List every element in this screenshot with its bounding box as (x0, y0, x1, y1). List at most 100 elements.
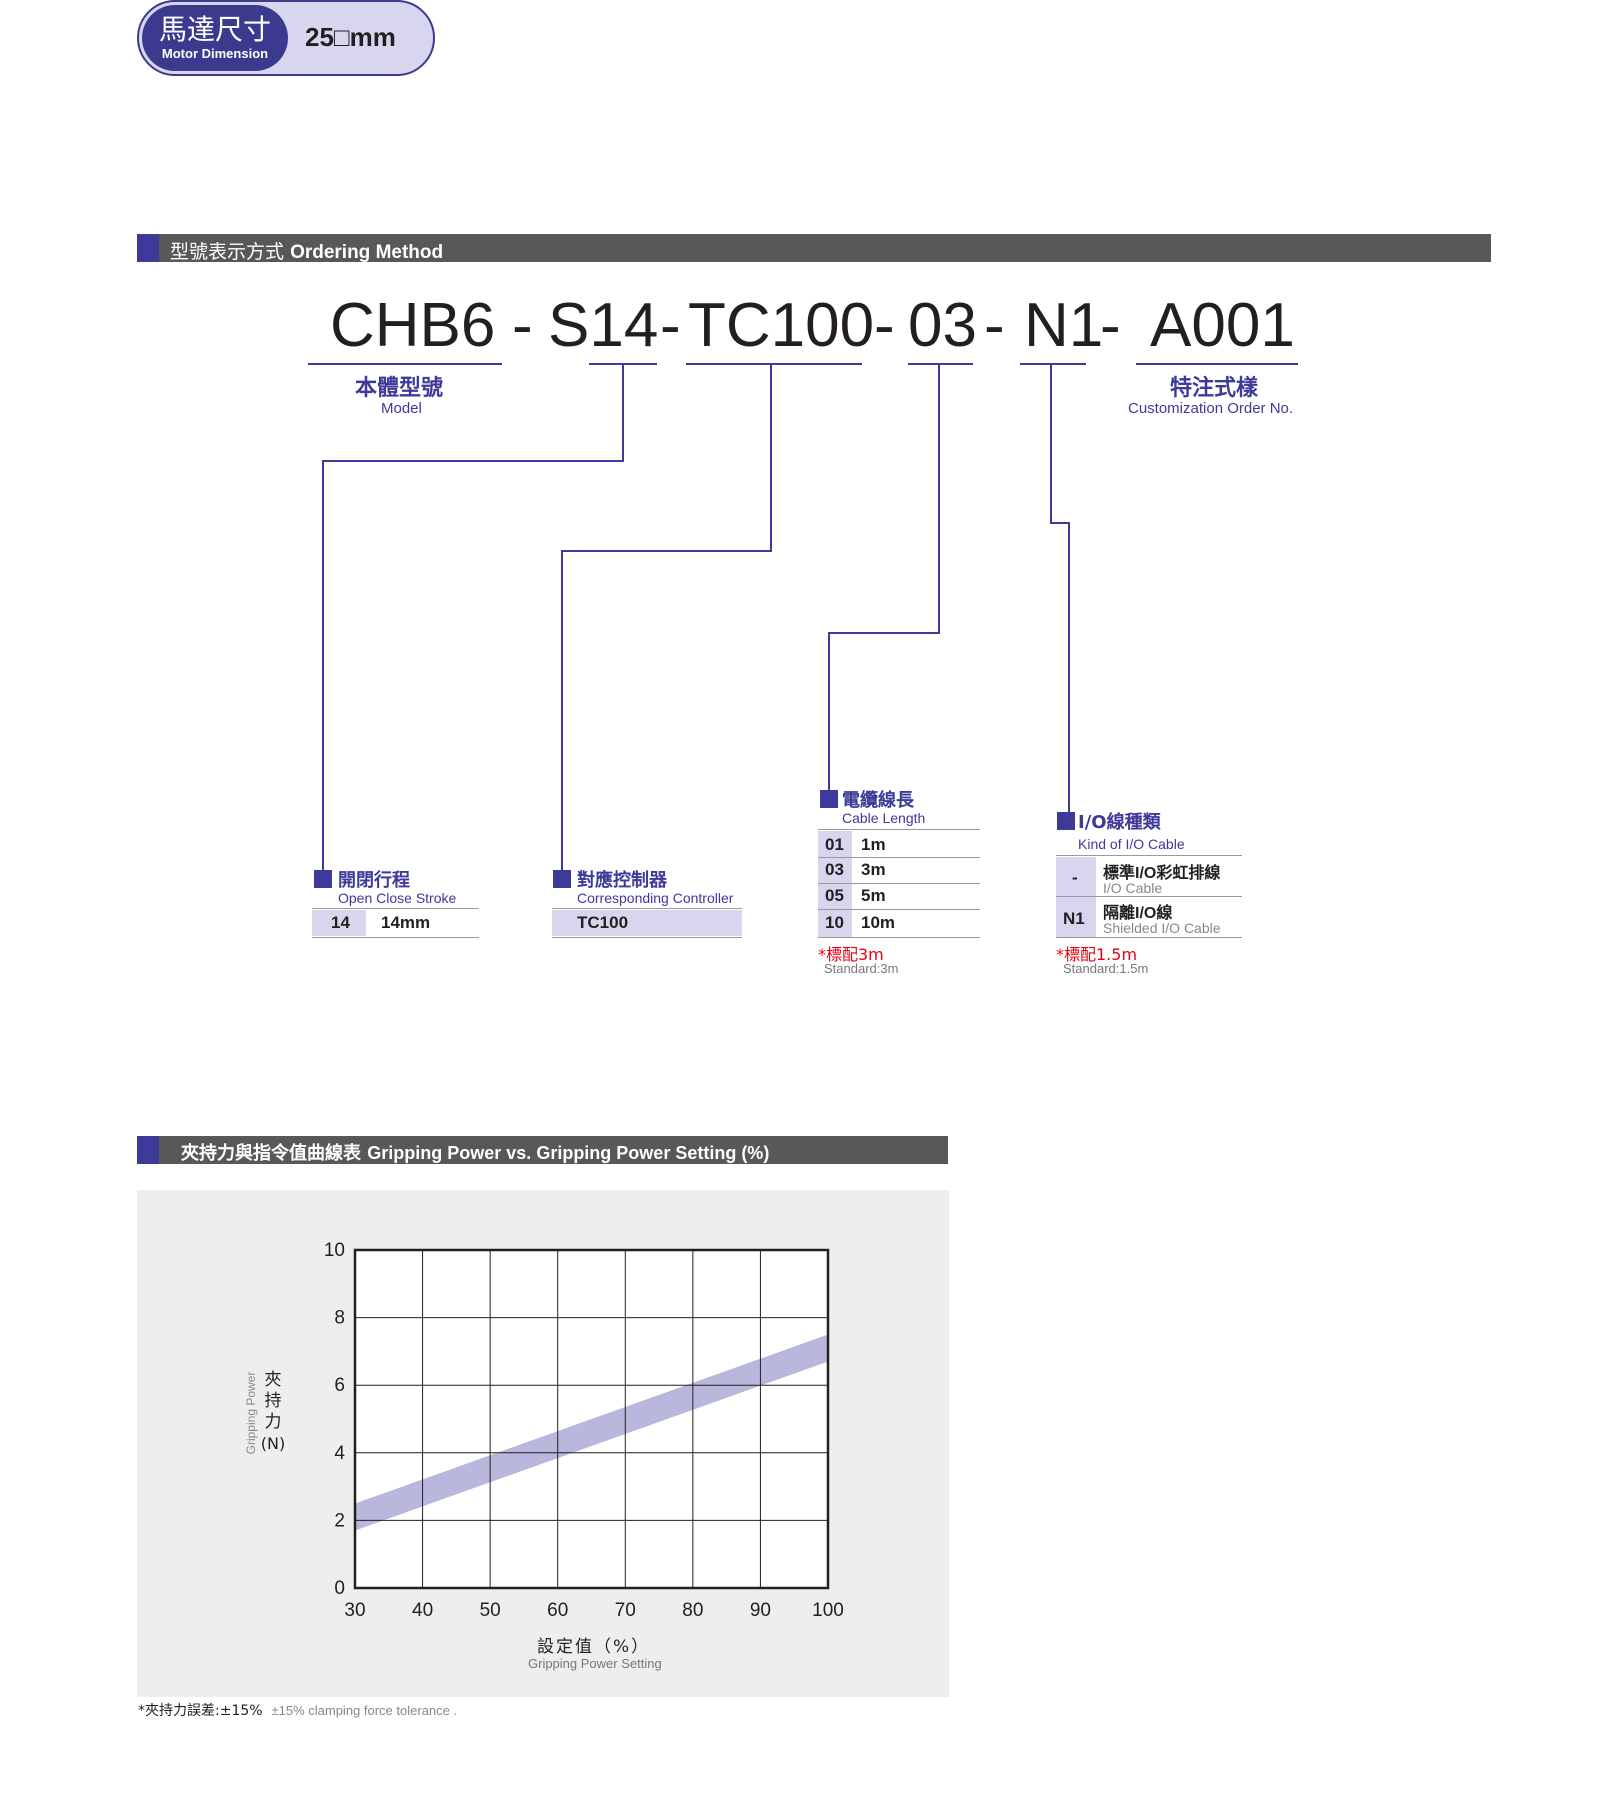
underline-io (1020, 363, 1086, 365)
code-dash: - (874, 291, 895, 360)
connector-line (1050, 522, 1070, 524)
connector-line (828, 632, 830, 792)
stroke-code: 14 (331, 913, 350, 932)
x-tick-label: 80 (682, 1600, 703, 1621)
y-tick-label: 8 (334, 1308, 345, 1329)
x-tick-label: 90 (750, 1600, 771, 1621)
underline-custom (1136, 363, 1298, 365)
cable-value: 10m (861, 913, 896, 932)
badge-value: 25□mm (305, 22, 396, 52)
table-divider (312, 937, 479, 938)
controller-value: TC100 (577, 913, 629, 932)
y-tick-label: 6 (334, 1375, 345, 1396)
cable-value: 3m (861, 860, 886, 879)
table-divider (1056, 855, 1242, 856)
connector-line (1068, 522, 1070, 814)
badge-title-zh: 馬達尺寸 (158, 13, 271, 46)
table-divider (818, 909, 980, 910)
cable-code: 01 (825, 835, 844, 854)
io-type-en: Shielded I/O Cable (1103, 920, 1221, 936)
table-code-cell (312, 910, 366, 936)
io-marker (1057, 812, 1075, 830)
io-label-zh: I/O線種類 (1078, 812, 1161, 833)
controller-marker (553, 870, 571, 888)
underline-controller (686, 363, 862, 365)
io-standard-note-en: Standard:1.5m (1063, 961, 1149, 976)
connector-line (322, 460, 624, 462)
model-label-en: Model (381, 400, 422, 417)
table-divider (552, 908, 742, 909)
connector-line (561, 550, 772, 552)
io-code: N1 (1063, 909, 1085, 928)
y-axis-label-zh: 夾 持 力 (N) (260, 1370, 286, 1453)
controller-label-zh: 對應控制器 (577, 870, 667, 891)
custom-label-zh: 特注式樣 (1170, 376, 1259, 401)
stroke-label-en: Open Close Stroke (338, 890, 457, 906)
grip-title-zh: 夾持力與指令值曲線表 (181, 1143, 361, 1164)
gripping-header: 夾持力與指令值曲線表 Gripping Power vs. Gripping P… (137, 1136, 948, 1164)
y-tick-label: 4 (334, 1443, 345, 1464)
cable-code: 05 (825, 886, 844, 905)
connector-line (622, 364, 624, 462)
underline-model (308, 363, 502, 365)
cable-label-zh: 電纜線長 (842, 790, 914, 811)
io-code: - (1072, 868, 1078, 887)
code-dash: - (660, 291, 681, 360)
code-controller: TC100 (688, 291, 875, 360)
code-cable: 03 (908, 291, 977, 360)
table-divider (818, 829, 980, 830)
table-divider (312, 908, 479, 909)
cable-value: 5m (861, 886, 886, 905)
x-tick-label: 60 (547, 1600, 568, 1621)
connector-line (828, 632, 940, 634)
y-tick-label: 0 (334, 1578, 345, 1599)
table-divider (1056, 937, 1242, 938)
underline-cable (908, 363, 973, 365)
table-divider (818, 937, 980, 938)
io-type-zh: 標準I/O彩虹排線 (1103, 865, 1221, 882)
cable-marker (820, 790, 838, 808)
badge-pill (142, 5, 288, 71)
x-axis-label-zh: 設定值（%） (537, 1637, 651, 1657)
ordering-title-zh: 型號表示方式 (170, 241, 285, 263)
connector-line (770, 364, 772, 552)
gripping-chart: 30 40 50 60 70 80 90 100 0 2 4 6 8 10 (324, 1240, 844, 1621)
connector-line (1050, 364, 1052, 524)
code-stroke: S14 (548, 291, 659, 360)
cable-standard-note-en: Standard:3m (824, 961, 899, 976)
gripping-power-band (355, 1334, 828, 1531)
plot-frame (353, 1248, 830, 1590)
code-model: CHB6 (330, 291, 496, 360)
io-type-en: I/O Cable (1103, 880, 1163, 896)
code-dash: - (512, 291, 533, 360)
ordering-method-header: 型號表示方式 Ordering Method (137, 234, 1491, 263)
table-divider (552, 937, 742, 938)
badge-title-en: Motor Dimension (161, 46, 269, 61)
stroke-label-zh: 開閉行程 (338, 870, 410, 891)
connector-line (938, 364, 940, 634)
table-code-cell (1056, 857, 1096, 937)
stroke-value: 14mm (381, 913, 431, 932)
custom-label-en: Customization Order No. (1128, 400, 1294, 417)
x-tick-label: 100 (812, 1600, 844, 1621)
x-axis-label-en: Gripping Power Setting (528, 1656, 662, 1671)
io-label-en: Kind of I/O Cable (1078, 836, 1185, 852)
cable-standard-note: *標配3m (818, 945, 884, 964)
cable-code: 10 (825, 913, 844, 932)
x-tick-label: 50 (480, 1600, 501, 1621)
code-dash: - (1100, 291, 1121, 360)
code-io: N1 (1024, 291, 1104, 360)
controller-label-en: Corresponding Controller (577, 890, 734, 906)
io-standard-note: *標配1.5m (1056, 945, 1138, 964)
table-value-cell (552, 910, 742, 936)
model-label-zh: 本體型號 (355, 376, 444, 401)
x-tick-label: 40 (412, 1600, 433, 1621)
table-divider (818, 883, 980, 884)
io-type-zh: 隔離I/O線 (1103, 905, 1173, 922)
code-dash: - (984, 291, 1005, 360)
table-code-cell (818, 831, 852, 937)
cable-code: 03 (825, 860, 844, 879)
y-tick-label: 10 (324, 1240, 345, 1261)
cable-label-en: Cable Length (842, 810, 926, 826)
table-divider (1056, 896, 1242, 897)
